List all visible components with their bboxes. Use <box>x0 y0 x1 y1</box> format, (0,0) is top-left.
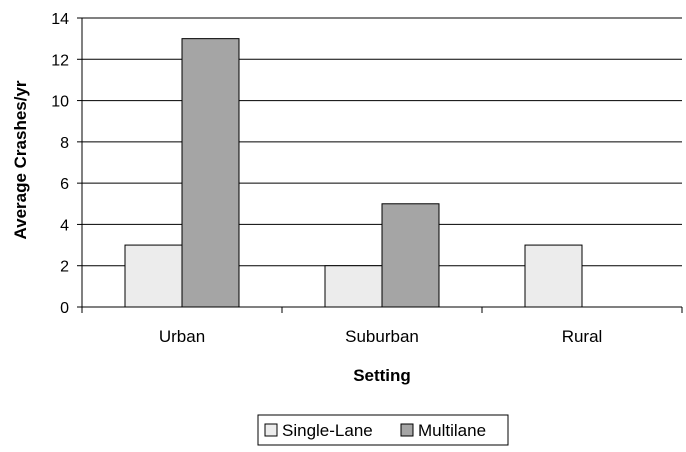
y-tick-label: 0 <box>60 300 69 317</box>
bar-multilane-urban <box>181 38 240 308</box>
bar-single-lane-suburban <box>324 265 383 308</box>
bar-multilane-suburban <box>381 203 440 308</box>
x-tick-label: Rural <box>562 327 603 346</box>
x-tick-label: Suburban <box>345 327 419 346</box>
legend: Single-Lane Multilane <box>257 414 509 446</box>
y-tick-label: 12 <box>51 52 69 69</box>
tick-labels: 0 2 4 6 8 10 12 14 Urban Suburban Rural <box>51 11 602 346</box>
legend-swatch-single-lane <box>264 423 278 437</box>
legend-label-single-lane: Single-Lane <box>282 421 373 440</box>
bars <box>124 38 583 308</box>
axes <box>77 17 683 313</box>
y-tick-label: 10 <box>51 94 69 111</box>
y-axis-title: Average Crashes/yr <box>11 80 30 239</box>
y-tick-label: 8 <box>60 135 69 152</box>
bar-single-lane-urban <box>124 244 183 308</box>
legend-box <box>257 414 509 446</box>
y-tick-label: 6 <box>60 176 69 193</box>
legend-swatch-multilane <box>400 423 414 437</box>
bar-single-lane-rural <box>524 244 583 308</box>
y-tick-label: 4 <box>60 217 69 234</box>
y-tick-label: 2 <box>60 259 69 276</box>
legend-label-multilane: Multilane <box>418 421 486 440</box>
x-axis-title: Setting <box>353 366 411 385</box>
y-tick-label: 14 <box>51 11 69 28</box>
x-tick-label: Urban <box>159 327 205 346</box>
